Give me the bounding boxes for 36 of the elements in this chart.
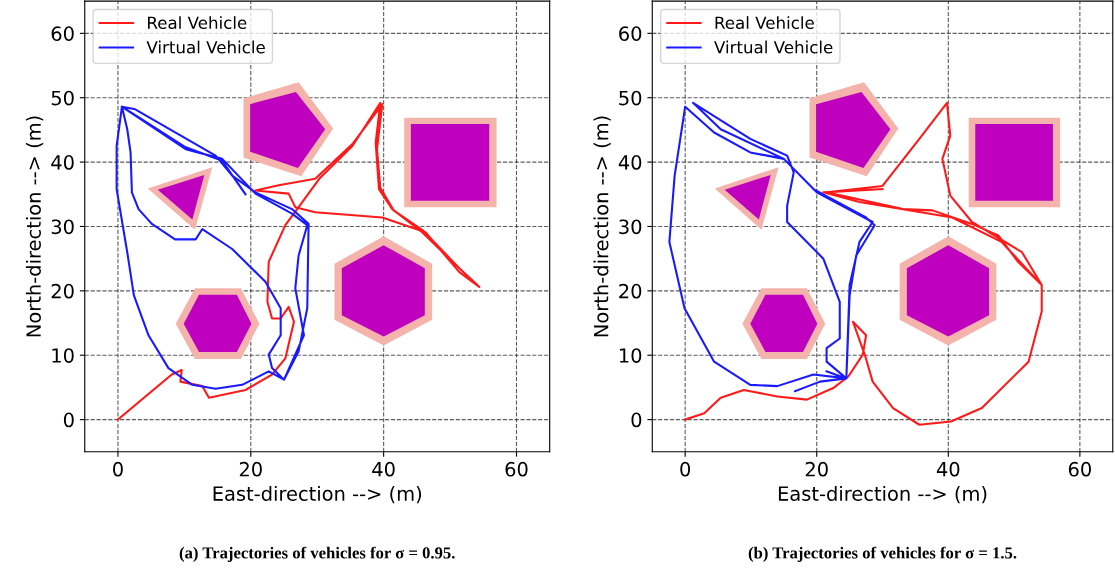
x-tick-label: 40 bbox=[936, 461, 960, 477]
legend-label: Virtual Vehicle bbox=[146, 40, 265, 54]
y-tick-label: 40 bbox=[51, 155, 74, 170]
line-series bbox=[684, 101, 1043, 426]
x-tick-label: 0 bbox=[680, 461, 691, 477]
x-tick-label: 0 bbox=[113, 461, 123, 477]
x-tick-label: 60 bbox=[1068, 461, 1091, 477]
line-series bbox=[115, 105, 310, 390]
y-tick-label: 50 bbox=[619, 90, 642, 106]
x-tick-label: 20 bbox=[239, 461, 262, 477]
x-axis-title: East-direction --> (m) bbox=[778, 485, 987, 504]
line-series bbox=[668, 101, 876, 393]
y-tick-label: 10 bbox=[52, 348, 74, 363]
y-tick-label: 40 bbox=[618, 155, 642, 170]
legend-label: Real Vehicle bbox=[148, 16, 247, 30]
y-tick-label: 0 bbox=[63, 412, 74, 428]
legend-label: Virtual Vehicle bbox=[714, 40, 833, 54]
y-tick-label: 60 bbox=[619, 26, 642, 42]
y-tick-label: 50 bbox=[51, 90, 74, 106]
y-tick-label: 0 bbox=[631, 412, 642, 428]
legend-label: Real Vehicle bbox=[715, 16, 814, 30]
x-tick-label: 60 bbox=[505, 461, 528, 477]
text: (a) Trajectories of vehicles for σ = 0.95. bbox=[179, 546, 455, 562]
x-tick-label: 40 bbox=[372, 461, 395, 477]
y-tick-label: 20 bbox=[619, 283, 642, 299]
y-tick-label: 20 bbox=[51, 283, 74, 299]
x-tick-label: 20 bbox=[805, 461, 828, 477]
y-tick-label: 30 bbox=[51, 219, 74, 235]
y-tick-label: 30 bbox=[619, 219, 642, 235]
y-tick-label: 60 bbox=[51, 26, 74, 42]
y-axis-title: North-direction --> (m) bbox=[25, 116, 44, 337]
line-series bbox=[116, 101, 481, 421]
y-axis-title: North-direction --> (m) bbox=[593, 116, 611, 337]
y-tick-label: 10 bbox=[619, 348, 642, 363]
x-axis-title: East-direction --> (m) bbox=[213, 485, 422, 504]
text: (b) Trajectories of vehicles for σ = 1.5. bbox=[748, 546, 1017, 562]
